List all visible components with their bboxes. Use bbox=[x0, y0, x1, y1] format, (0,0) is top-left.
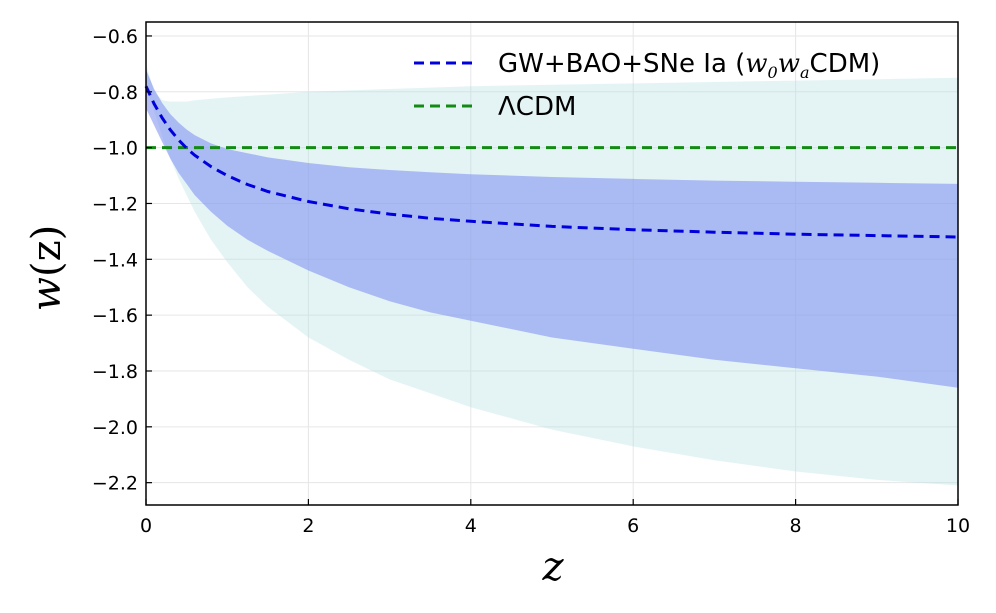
y-tick-label: −1.0 bbox=[92, 138, 138, 160]
inner-band bbox=[146, 69, 958, 388]
legend: GW+BAO+SNe Ia (w0waCDM) ΛCDM bbox=[414, 49, 880, 122]
gw-bao-sne-line bbox=[144, 85, 959, 239]
y-ticks: −0.6 −0.8 −1.0 −1.2 −1.4 −1.6 −1.8 −2.0 −2.2 bbox=[92, 26, 152, 495]
x-ticks: 0 2 4 6 8 10 bbox=[140, 499, 970, 537]
x-tick-label: 0 bbox=[140, 515, 152, 537]
y-tick-label: −1.4 bbox=[92, 249, 138, 271]
x-tick-label: 2 bbox=[302, 515, 314, 537]
y-tick-label: −2.0 bbox=[92, 417, 138, 439]
legend-label-gw: GW+BAO+SNe Ia (w0waCDM) bbox=[498, 49, 880, 82]
y-tick-label: −1.6 bbox=[92, 305, 138, 327]
plot-frame bbox=[145, 21, 959, 506]
x-tick-label: 6 bbox=[627, 515, 639, 537]
y-tick-label: −0.8 bbox=[92, 82, 138, 104]
series-lines bbox=[144, 85, 959, 239]
y-axis-label: w(z) bbox=[24, 225, 70, 312]
y-tick-label: −2.2 bbox=[92, 473, 138, 495]
x-tick-label: 10 bbox=[946, 515, 970, 537]
x-tick-label: 4 bbox=[465, 515, 477, 537]
bands bbox=[146, 63, 958, 486]
y-tick-label: −1.8 bbox=[92, 361, 138, 383]
x-tick-label: 8 bbox=[790, 515, 802, 537]
y-tick-label: −0.6 bbox=[92, 26, 138, 48]
y-tick-label: −1.2 bbox=[92, 193, 138, 215]
x-axis-label: z bbox=[541, 544, 564, 590]
legend-label-lcdm: ΛCDM bbox=[498, 92, 576, 122]
